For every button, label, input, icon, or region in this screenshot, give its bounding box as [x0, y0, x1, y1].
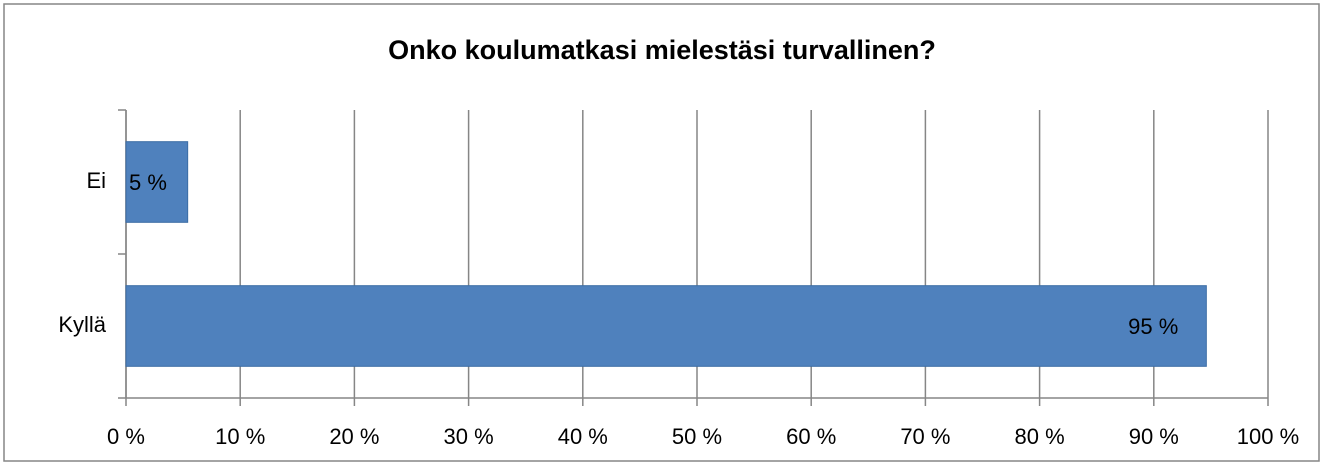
x-tick-label: 90 %	[1129, 424, 1179, 449]
x-tick-label: 0 %	[107, 424, 145, 449]
x-tick-label: 60 %	[786, 424, 836, 449]
value-label: 95 %	[1128, 314, 1178, 339]
value-label: 5 %	[129, 170, 167, 195]
y-tick-label: Kyllä	[58, 312, 106, 337]
x-tick-label: 10 %	[215, 424, 265, 449]
y-tick-label: Ei	[86, 168, 106, 193]
x-tick-label: 100 %	[1237, 424, 1299, 449]
x-tick-label: 30 %	[444, 424, 494, 449]
x-tick-label: 20 %	[329, 424, 379, 449]
x-tick-label: 70 %	[900, 424, 950, 449]
bar	[125, 285, 1207, 367]
x-tick-label: 80 %	[1015, 424, 1065, 449]
chart-frame	[3, 3, 1320, 462]
chart-title: Onko koulumatkasi mielestäsi turvallinen…	[388, 35, 936, 65]
x-tick-label: 40 %	[558, 424, 608, 449]
x-tick-label: 50 %	[672, 424, 722, 449]
bar	[125, 141, 189, 223]
